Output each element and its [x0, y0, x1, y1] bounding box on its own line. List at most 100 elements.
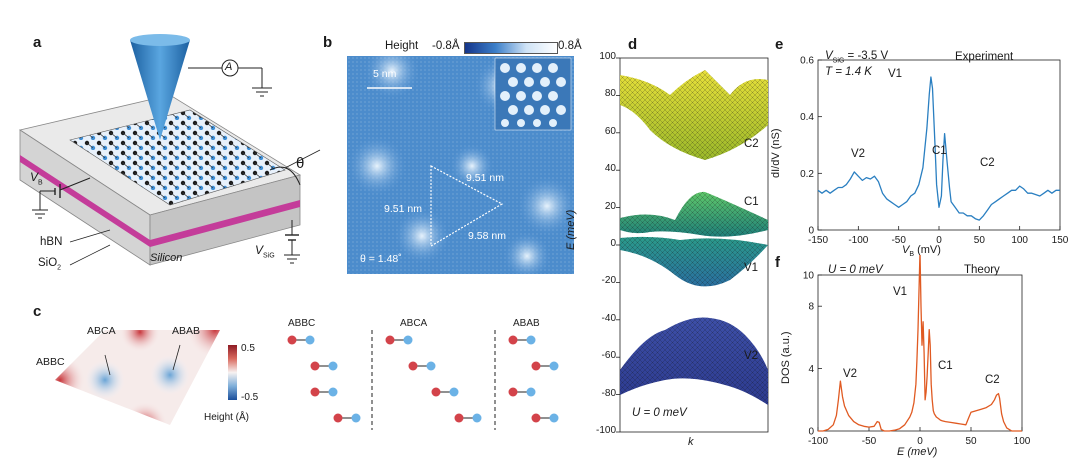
silicon-label: Silicon — [150, 252, 183, 264]
f-xlabel: E (meV) — [897, 446, 938, 458]
sio2-sub: 2 — [57, 264, 62, 272]
stm-tip — [130, 40, 190, 140]
band-structure-3d — [616, 57, 769, 433]
f-xtick-label: -100 — [808, 436, 828, 447]
f-ytick-label: 10 — [803, 271, 815, 282]
d-note: U = 0 meV — [632, 407, 687, 419]
ammeter-label: A — [225, 61, 233, 73]
f-ytick-label: 0 — [808, 427, 814, 438]
height-label: Height — [385, 40, 419, 52]
e-title: Experiment — [955, 51, 1014, 63]
graphene-sheet — [69, 109, 286, 206]
e-xlabel-unit: (mV) — [914, 244, 941, 256]
theta-label: θ — [296, 155, 305, 172]
f-ytick-label: 4 — [808, 364, 814, 375]
vb-main: V — [30, 170, 39, 184]
didv-chart: -150 -100 -50 0 50 100 150 0 0.2 0.4 0.6 — [800, 56, 1069, 247]
stack-abbc: ABBC — [288, 318, 316, 329]
height-map — [55, 330, 220, 425]
height-colorbar-c — [228, 345, 237, 400]
e-ytick-label: 0.2 — [800, 169, 814, 180]
vb-sub: B — [38, 179, 43, 187]
d-ytick-40: 40 — [604, 163, 616, 174]
e-xtick-label: 100 — [1011, 235, 1028, 246]
e-xlabel-sub: B — [909, 251, 915, 259]
cbar-title-c: Height (Å) — [204, 412, 250, 423]
sio2-label: SiO2 — [38, 257, 61, 271]
site-abca: ABCA — [87, 325, 116, 337]
scale-bar-label: 5 nm — [373, 68, 397, 80]
e-peak-c1: C1 — [932, 145, 947, 157]
vb-label: VB — [30, 170, 43, 186]
d-ytick-20: 20 — [604, 201, 616, 212]
panel-e-letter: e — [775, 36, 784, 53]
f-xtick-label: 50 — [965, 436, 977, 447]
e-xlabel: VB (mV) — [902, 244, 941, 258]
triangle-side-2: 9.51 nm — [384, 203, 422, 215]
panel-f-letter: f — [775, 254, 780, 271]
f-peak-c1: C1 — [938, 360, 953, 372]
cbar-max-b: 0.8Å — [558, 40, 582, 52]
e-temp: T = 1.4 K — [825, 66, 872, 78]
dos-chart: -100 -50 0 50 100 0 4 8 10 — [803, 255, 1031, 447]
d-ytick-m20: -20 — [601, 275, 616, 286]
stm-image — [347, 56, 574, 274]
e-xtick-label: -100 — [848, 235, 868, 246]
d-ytick-m80: -80 — [601, 388, 616, 399]
cbar-max-c: 0.5 — [241, 343, 255, 354]
triangle-side-3: 9.58 nm — [468, 230, 506, 242]
twist-angle: θ = 1.48˚ — [360, 253, 402, 265]
e-series-line — [817, 76, 1060, 221]
f-xtick-label: 0 — [917, 436, 923, 447]
e-xlabel-main: V — [902, 244, 910, 256]
f-ylabel: DOS (a.u.) — [780, 331, 792, 384]
d-yticks — [616, 57, 620, 433]
panel-a-letter: a — [33, 34, 42, 51]
e-ytick-label: 0 — [808, 226, 814, 237]
moire-triangle — [430, 164, 504, 248]
e-ylabel: dI/dV (nS) — [770, 128, 782, 178]
e-xtick-label: -50 — [891, 235, 906, 246]
d-ylabel: E (meV) — [565, 209, 577, 250]
f-title: Theory — [964, 264, 1000, 276]
band-label-c1: C1 — [744, 196, 759, 208]
e-vsig: VSiG = -3.5 V — [825, 50, 888, 64]
e-vsig-val: = -3.5 V — [844, 50, 889, 62]
f-note: U = 0 meV — [828, 264, 883, 276]
e-xtick-label: 150 — [1052, 235, 1069, 246]
e-ytick-label: 0.4 — [800, 112, 814, 123]
f-peak-c2: C2 — [985, 374, 1000, 386]
triangle-side-1: 9.51 nm — [466, 172, 504, 184]
d-ytick-m40: -40 — [601, 313, 616, 324]
band-label-v1: V1 — [744, 262, 759, 274]
vsig-main: V — [255, 243, 264, 257]
e-vsig-sub: SiG — [832, 57, 845, 65]
panel-d-letter: d — [628, 36, 638, 53]
height-colorbar — [464, 42, 558, 54]
d-ytick-m60: -60 — [601, 350, 616, 361]
f-peak-v1: V1 — [893, 286, 908, 298]
e-xtick-label: 0 — [936, 235, 942, 246]
cbar-min-b: -0.8Å — [432, 40, 460, 52]
f-xtick-label: 100 — [1014, 436, 1031, 447]
f-peak-v2: V2 — [843, 368, 858, 380]
d-ytick-60: 60 — [604, 126, 616, 137]
e-xtick-label: -150 — [808, 235, 828, 246]
d-ytick-0: 0 — [610, 238, 616, 249]
cbar-min-c: -0.5 — [241, 392, 259, 403]
f-xtick-label: -50 — [862, 436, 877, 447]
vsig-sub: SiG — [263, 252, 275, 260]
d-xlabel: k — [688, 436, 694, 448]
device-schematic — [18, 34, 321, 266]
d-ytick-100: 100 — [599, 51, 616, 62]
vsig-label: VSiG — [255, 243, 275, 259]
e-ytick-label: 0.6 — [800, 56, 814, 67]
e-xtick-label: 50 — [974, 235, 986, 246]
band-label-c2: C2 — [744, 138, 759, 150]
e-peak-c2: C2 — [980, 157, 995, 169]
sio2-main: SiO — [38, 257, 58, 269]
panel-b-letter: b — [323, 34, 333, 51]
e-peak-v2: V2 — [851, 148, 866, 160]
panel-c-letter: c — [33, 303, 42, 320]
f-plot-frame — [817, 274, 1023, 432]
